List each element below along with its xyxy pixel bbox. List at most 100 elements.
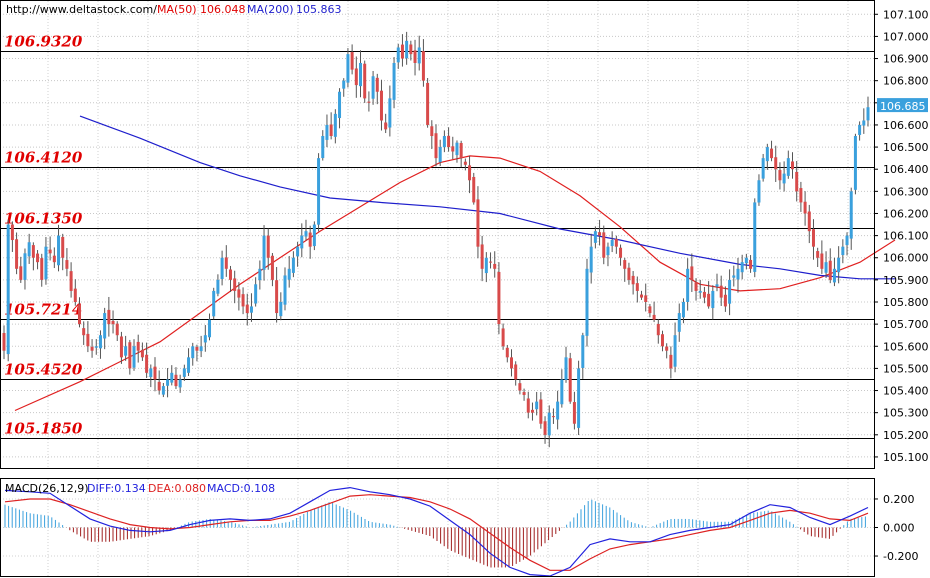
candle-up (761, 158, 765, 179)
candle-down (73, 288, 77, 303)
candle-up (312, 224, 316, 247)
candle-up (388, 98, 392, 128)
price-tick-label: 106.500 (883, 141, 929, 154)
candle-down (241, 294, 245, 307)
candle-down (245, 304, 249, 314)
candle-down (530, 409, 534, 413)
candle-up (149, 368, 153, 378)
level-label: 106.1350 (4, 210, 83, 228)
candle-down (526, 398, 530, 413)
price-tick-label: 105.800 (883, 296, 929, 309)
candle-up (753, 202, 757, 272)
candle-up (438, 147, 442, 163)
candle-up (593, 231, 597, 243)
candle-down (119, 336, 123, 358)
candle-up (732, 275, 736, 278)
price-tick-label: 105.700 (883, 318, 929, 331)
candle-up (849, 191, 853, 239)
candle-down (86, 333, 90, 347)
price-tick-label: 106.800 (883, 75, 929, 88)
candle-down (413, 50, 417, 63)
candle-up (711, 290, 715, 309)
candle-up (744, 257, 748, 264)
level-label: 105.1850 (4, 420, 83, 438)
candle-up (258, 268, 262, 281)
candle-up (405, 40, 409, 59)
candle-down (145, 354, 149, 373)
candle-down (48, 249, 52, 254)
candle-up (556, 401, 560, 420)
candle-down (807, 211, 811, 232)
candle-up (287, 268, 291, 280)
candle-down (237, 289, 241, 298)
candle-down (770, 148, 774, 159)
ma200-line (79, 115, 895, 280)
candle-up (862, 120, 866, 126)
candle-down (434, 133, 438, 159)
candle-up (161, 386, 165, 395)
candle-down (644, 295, 648, 303)
candle-up (417, 47, 421, 64)
candle-down (568, 358, 572, 402)
candle-down (774, 157, 778, 170)
candle-down (635, 283, 639, 291)
candle-down (811, 229, 815, 247)
candle-down (174, 374, 178, 387)
candle-up (740, 262, 744, 273)
macd-diff: DIFF:0.134 (87, 482, 146, 495)
candle-down (828, 260, 832, 280)
candle-down (598, 232, 602, 236)
candle-up (44, 246, 48, 280)
candle-down (656, 323, 660, 336)
candle-up (342, 80, 346, 89)
price-tick-label: 105.200 (883, 429, 929, 442)
macd-value: MACD:0.108 (207, 482, 275, 495)
candle-up (220, 257, 224, 279)
candle-down (619, 247, 623, 258)
candle-down (363, 63, 367, 99)
macd-tick-label: 0.000 (883, 522, 915, 535)
candle-up (564, 357, 568, 380)
candle-up (392, 62, 396, 100)
candle-down (233, 278, 237, 291)
candle-down (795, 171, 799, 192)
candle-up (98, 335, 102, 349)
candle-up (845, 235, 849, 246)
candle-up (606, 246, 610, 256)
candle-up (681, 302, 685, 318)
candle-down (690, 266, 694, 280)
candle-up (581, 335, 585, 368)
candle-up (124, 346, 128, 356)
candle-down (400, 44, 404, 59)
candle-down (266, 235, 270, 258)
candle-up (677, 313, 681, 332)
candle-up (866, 107, 870, 121)
candle-up (27, 242, 31, 257)
candle-down (107, 309, 111, 325)
macd-tick-label: 0.200 (883, 493, 915, 506)
source-url: http://www.deltastock.com/ (6, 3, 157, 16)
macd-panel-border (0, 478, 875, 577)
candle-up (317, 158, 321, 225)
price-tick-label: 106.000 (883, 252, 929, 265)
candle-down (778, 170, 782, 181)
candle-up (300, 235, 304, 249)
candle-down (543, 421, 547, 435)
candle-up (359, 62, 363, 87)
candle-down (140, 349, 144, 358)
price-panel-border (0, 0, 875, 469)
candle-up (178, 379, 182, 388)
candle-down (749, 259, 753, 269)
candle-up (757, 180, 761, 203)
candle-up (786, 158, 790, 176)
candle-down (602, 232, 606, 258)
current-price-label: 106.685 (880, 100, 926, 113)
price-tick-label: 106.100 (883, 230, 929, 243)
candle-up (187, 357, 191, 373)
candle-up (279, 302, 283, 317)
candle-up (728, 279, 732, 304)
level-label: 106.9320 (4, 33, 83, 51)
ma50-label: MA(50) (157, 3, 197, 16)
candle-down (409, 44, 413, 55)
